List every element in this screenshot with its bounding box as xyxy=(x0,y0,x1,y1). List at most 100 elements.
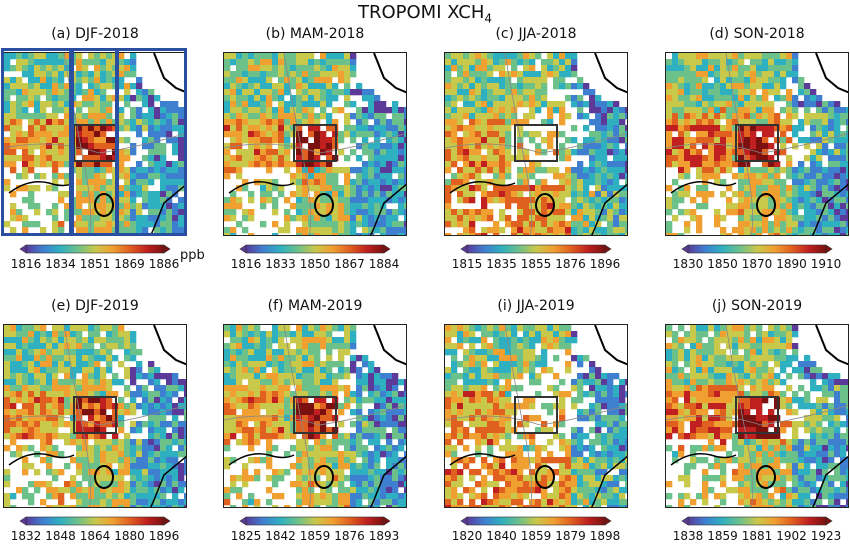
heatmap-cell xyxy=(58,325,65,332)
heatmap-cell xyxy=(404,463,406,470)
heatmap-cell xyxy=(4,137,11,144)
heatmap-cell xyxy=(475,119,482,126)
heatmap-cell xyxy=(266,343,273,350)
heatmap-cell xyxy=(463,209,470,216)
heatmap-cell xyxy=(332,191,339,198)
heatmap-cell xyxy=(696,155,703,162)
heatmap-cell xyxy=(82,59,89,66)
heatmap-cell xyxy=(302,155,309,162)
heatmap-cell xyxy=(76,65,83,72)
heatmap-cell xyxy=(230,167,237,174)
heatmap-cell xyxy=(34,209,41,216)
heatmap-cell xyxy=(738,191,745,198)
heatmap-cell xyxy=(774,173,781,180)
heatmap-cell xyxy=(178,463,185,470)
heatmap-cell xyxy=(308,361,315,368)
heatmap-cell xyxy=(160,113,167,120)
heatmap-cell xyxy=(481,95,488,102)
heatmap-cell xyxy=(332,179,339,186)
heatmap-cell xyxy=(834,221,841,228)
heatmap-cell xyxy=(332,185,339,192)
heatmap-cell xyxy=(696,53,703,60)
heatmap-cell xyxy=(720,107,727,114)
river-line xyxy=(8,181,75,194)
heatmap-cell xyxy=(154,427,161,434)
heatmap-cell xyxy=(362,167,369,174)
heatmap-cell xyxy=(172,427,179,434)
heatmap-cell xyxy=(10,493,17,500)
heatmap-cell xyxy=(404,385,406,392)
heatmap-cell xyxy=(619,379,626,386)
heatmap-cell xyxy=(58,101,65,108)
heatmap-cell xyxy=(34,331,41,338)
heatmap-cell xyxy=(475,385,482,392)
heatmap-cell xyxy=(738,53,745,60)
heatmap-cell xyxy=(374,137,381,144)
heatmap-cell xyxy=(34,107,41,114)
heatmap-cell xyxy=(505,439,512,446)
heatmap-cell xyxy=(463,59,470,66)
heatmap-cell xyxy=(702,65,709,72)
heatmap-cell xyxy=(571,185,578,192)
heatmap-cell xyxy=(302,493,309,500)
heatmap-cell xyxy=(398,209,405,216)
heatmap-cell xyxy=(380,221,387,228)
heatmap-cell xyxy=(76,349,83,356)
heatmap-cell xyxy=(368,385,375,392)
heatmap-cell xyxy=(499,113,506,120)
heatmap-cell xyxy=(481,397,488,404)
heatmap-cell xyxy=(601,215,608,222)
heatmap-cell xyxy=(577,409,584,416)
heatmap-cell xyxy=(613,179,620,186)
heatmap-cell xyxy=(142,203,149,210)
heatmap-cell xyxy=(541,427,548,434)
heatmap-cell xyxy=(64,487,71,494)
heatmap-cell xyxy=(559,209,566,216)
heatmap-cell xyxy=(76,481,83,488)
heatmap-cell xyxy=(272,445,279,452)
colorbar xyxy=(19,244,171,254)
heatmap-cell xyxy=(130,457,137,464)
heatmap-cell xyxy=(684,173,691,180)
heatmap-cell xyxy=(463,185,470,192)
heatmap-cell xyxy=(320,101,327,108)
heatmap-cell xyxy=(350,209,357,216)
heatmap-cell xyxy=(493,83,500,90)
heatmap-cell xyxy=(254,53,261,60)
heatmap-cell xyxy=(523,221,530,228)
methane-map xyxy=(444,324,628,508)
heatmap-cell xyxy=(338,77,345,84)
heatmap-cell xyxy=(106,343,113,350)
heatmap-cell xyxy=(46,113,53,120)
heatmap-cell xyxy=(529,337,536,344)
heatmap-cell xyxy=(553,391,560,398)
heatmap-cell xyxy=(4,505,11,507)
heatmap-cell xyxy=(236,475,243,482)
heatmap-cell xyxy=(601,227,608,234)
heatmap-cell xyxy=(64,89,71,96)
colorbar-tick-label: 1816 xyxy=(10,257,42,271)
heatmap-cell xyxy=(463,391,470,398)
colorbar-tick-label: 1876 xyxy=(555,257,586,271)
heatmap-cell xyxy=(690,107,697,114)
heatmap-cell xyxy=(142,391,149,398)
heatmap-cell xyxy=(768,173,775,180)
heatmap-cell xyxy=(499,403,506,410)
heatmap-cell xyxy=(613,397,620,404)
heatmap-cell xyxy=(314,493,321,500)
heatmap-cell xyxy=(445,125,452,132)
heatmap-cell xyxy=(254,427,261,434)
heatmap-cell xyxy=(82,71,89,78)
heatmap-cell xyxy=(118,499,125,506)
heatmap-cell xyxy=(559,221,566,228)
heatmap-cell xyxy=(344,397,351,404)
heatmap-cell xyxy=(124,179,131,186)
heatmap-cell xyxy=(172,391,179,398)
heatmap-cell xyxy=(601,391,608,398)
heatmap-cell xyxy=(136,227,143,234)
heatmap-cell xyxy=(254,77,261,84)
heatmap-cell xyxy=(374,209,381,216)
heatmap-cell xyxy=(780,209,787,216)
heatmap-cell xyxy=(160,125,167,132)
heatmap-cell xyxy=(46,409,53,416)
